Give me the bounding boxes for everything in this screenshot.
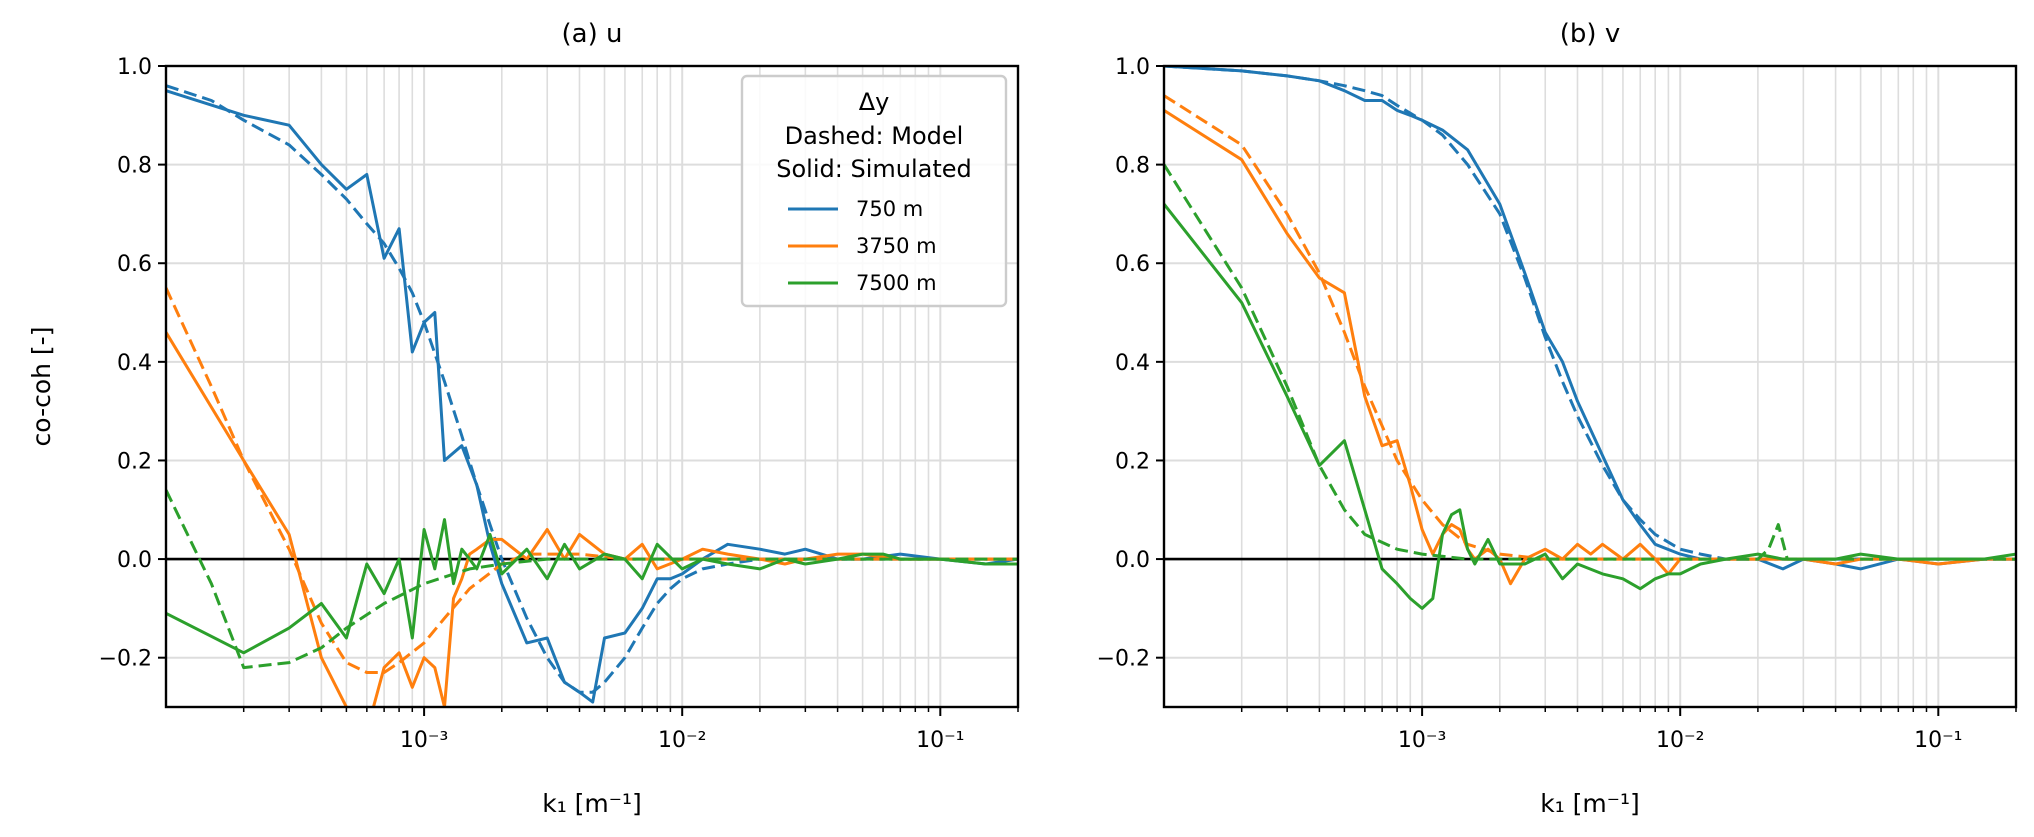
series-line-7500m-dashed	[166, 489, 1018, 670]
plot-frame	[164, 64, 1020, 709]
series-line-7500m-solid	[1164, 203, 2016, 610]
y-tick-label: 0.0	[117, 548, 152, 573]
panel-title: (a) u	[562, 19, 623, 49]
x-axis-label: k₁ [m⁻¹]	[1540, 789, 1640, 818]
x-tick-label: 10⁻²	[1656, 728, 1704, 753]
y-tick-label: 0.2	[117, 449, 152, 474]
y-tick-label: 0.8	[117, 154, 152, 179]
grid	[1163, 65, 2017, 707]
legend-entry: 750 m	[856, 197, 923, 221]
y-tick-label: 0.4	[1115, 351, 1150, 376]
series-line-750m-dashed	[1164, 66, 2016, 561]
x-axis-label: k₁ [m⁻¹]	[542, 789, 642, 818]
y-tick-label: −0.2	[1097, 647, 1150, 672]
series-line-3750m-solid	[1164, 109, 2016, 586]
y-axis-label: co-coh [-]	[27, 327, 56, 447]
series-line-750m-solid	[166, 89, 1018, 704]
y-tick-label: 1.0	[117, 55, 152, 80]
series-line-3750m-solid	[166, 331, 1018, 707]
legend-note: Dashed: Model	[785, 122, 964, 150]
legend: Δy Dashed: Model Solid: Simulated 750 m 3750…	[740, 74, 1008, 308]
y-tick-label: 0.6	[1115, 252, 1150, 277]
series-line-750m-dashed	[166, 84, 1018, 694]
panel-u: −0.2 0.0 0.2 0.4 0.6 0.8 1.0 10⁻³ 10⁻² 10⁻¹ (a) u k…	[27, 19, 1020, 818]
y-tick-label: 0.2	[1115, 449, 1150, 474]
legend-entry: 3750 m	[856, 234, 937, 258]
x-tick-label: 10⁻¹	[1914, 728, 1962, 753]
y-tick-label: 0.6	[117, 252, 152, 277]
y-tick-label: 0.0	[1115, 548, 1150, 573]
plot-frame	[1162, 64, 2018, 709]
panel-v: −0.2 0.0 0.2 0.4 0.6 0.8 1.0 10⁻³ 10⁻² 10⁻¹ (b) v k…	[1097, 19, 2018, 818]
series-line-750m-solid	[1164, 66, 2016, 571]
series-group	[1164, 66, 2016, 610]
y-tick-label: −0.2	[99, 647, 152, 672]
series-line-7500m-dashed	[1164, 163, 2016, 561]
series-group	[166, 84, 1018, 707]
y-tick-label: 0.8	[1115, 154, 1150, 179]
y-tick-label: 1.0	[1115, 55, 1150, 80]
legend-title: Δy	[859, 88, 890, 116]
x-tick-label: 10⁻³	[1398, 728, 1446, 753]
panel-title: (b) v	[1560, 19, 1620, 49]
legend-box	[740, 74, 1008, 308]
x-tick-label: 10⁻³	[400, 728, 448, 753]
series-line-3750m-dashed	[166, 287, 1018, 674]
x-tick-label: 10⁻²	[658, 728, 706, 753]
series-line-7500m-solid	[166, 518, 1018, 655]
x-tick-label: 10⁻¹	[916, 728, 964, 753]
y-tick-label: 0.4	[117, 351, 152, 376]
legend-entry: 7500 m	[856, 271, 937, 295]
legend-note: Solid: Simulated	[776, 155, 971, 183]
